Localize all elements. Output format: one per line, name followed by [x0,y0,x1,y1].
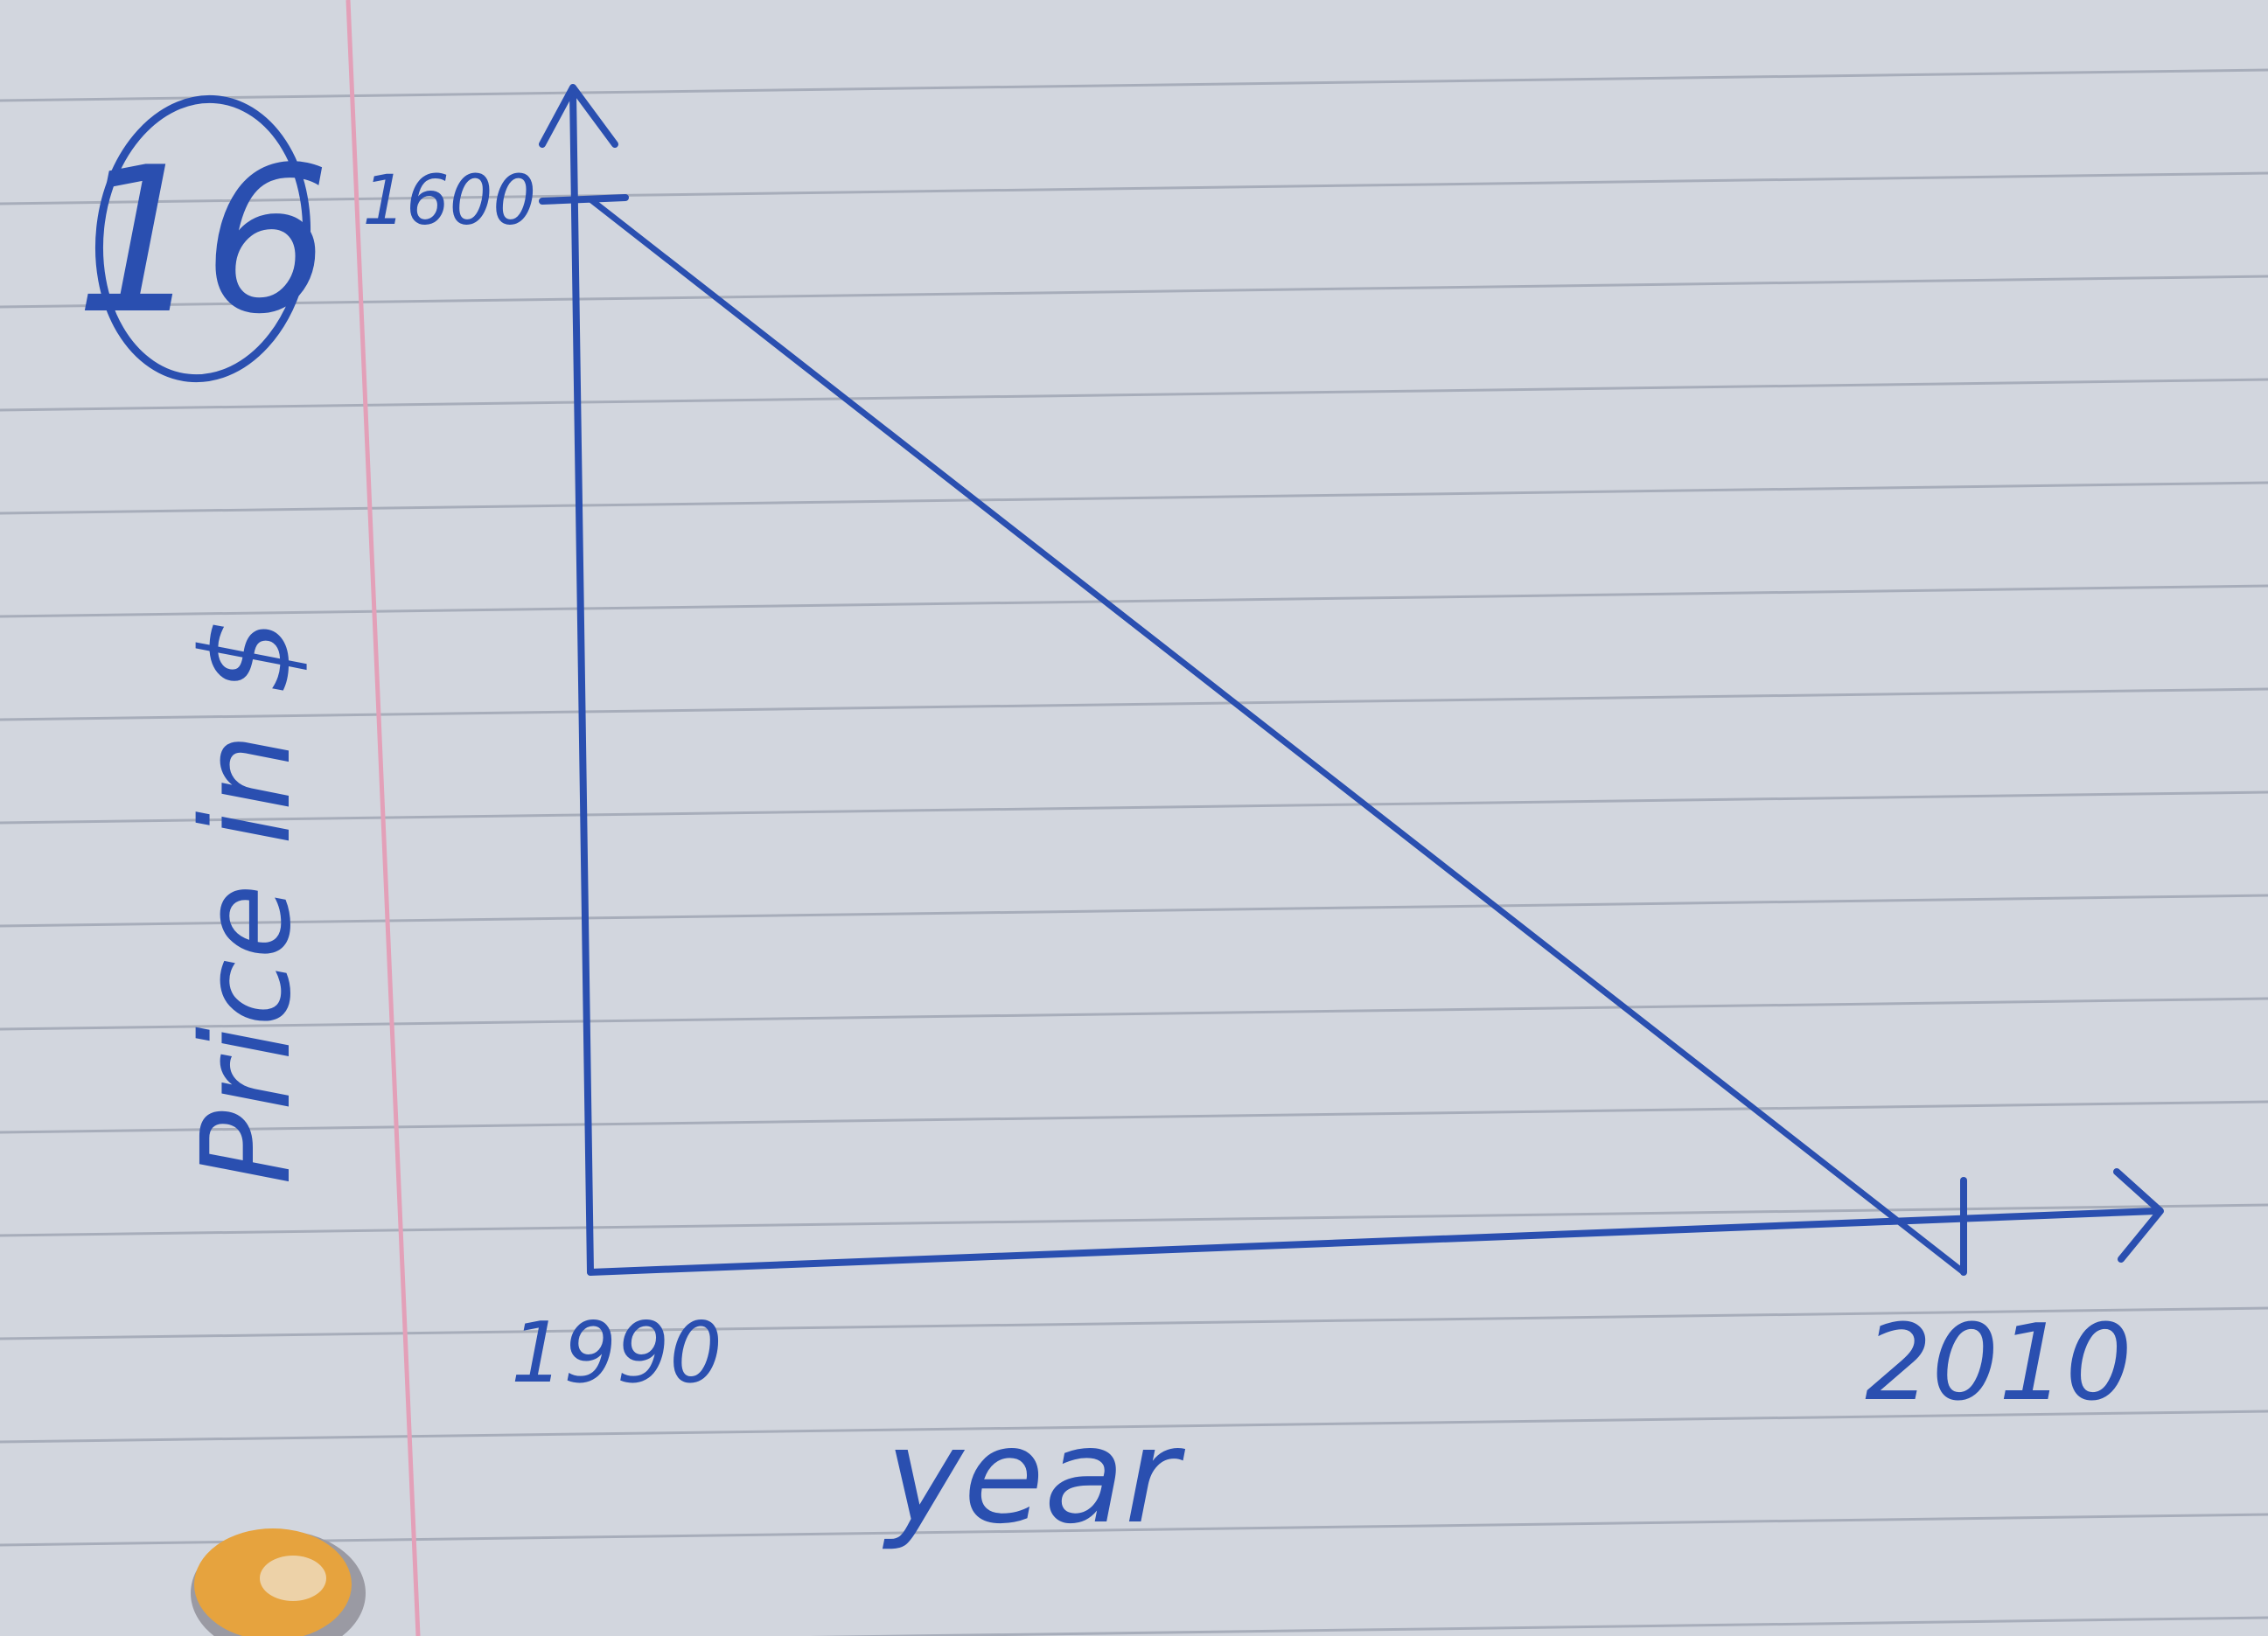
problem-number: 16 [75,125,331,359]
punch-hole [191,1528,366,1636]
problem-number-circle [94,94,311,383]
ruled-line [810,1616,2268,1636]
x-tick-label: 2010 [1865,1303,2132,1424]
y-tick-mark [539,194,629,205]
ruled-line [0,171,2268,205]
series-layer [587,196,1967,1276]
x-ticks: 1990 2010 [511,1177,2132,1424]
x-axis-label: year [883,1401,1186,1553]
ruled-lines [0,68,2268,1636]
y-ticks: 1600 [362,162,629,240]
x-tick-label: 1990 [511,1305,722,1402]
ruled-line [0,790,2268,825]
problem-number-badge: 16 [75,94,331,383]
ruled-line [0,378,2268,412]
price-line [587,196,1967,1276]
ruled-line [0,1513,2268,1547]
ruled-line [0,1203,2268,1237]
ruled-line [0,275,2268,309]
y-axis-line [569,88,594,1276]
price-chart: 1600 1990 2010 year Price in $ [176,84,2164,1553]
margin-line [345,0,421,1636]
ruled-line [0,997,2268,1031]
ruled-line [0,1306,2268,1340]
ruled-line [0,481,2268,515]
y-axis-arrowhead [539,84,618,148]
y-tick-label: 1600 [362,162,536,240]
ruled-line [0,894,2268,928]
ruled-line [0,584,2268,618]
ruled-line [0,1410,2268,1444]
y-axis-label: Price in $ [176,616,318,1185]
ruled-line [0,1100,2268,1134]
ruled-line [0,68,2268,102]
x-axis-arrowhead [2113,1168,2164,1263]
